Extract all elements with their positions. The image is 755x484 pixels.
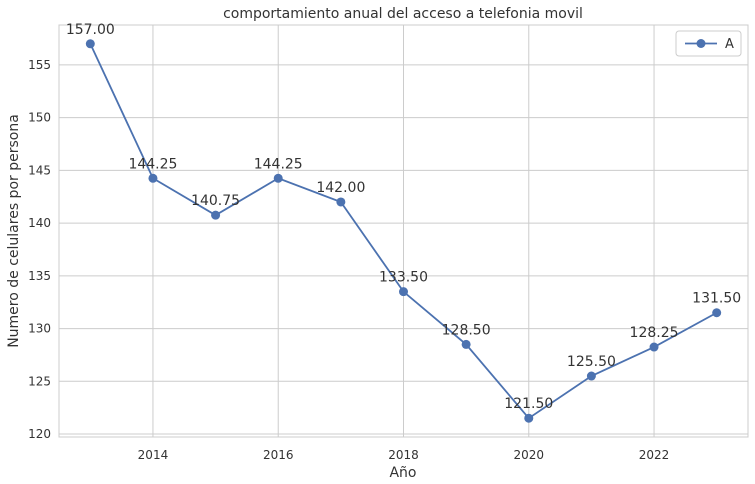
- y-tick-label: 120: [28, 427, 51, 441]
- data-label: 133.50: [379, 270, 428, 286]
- y-tick-label: 135: [28, 269, 51, 283]
- data-label: 142.00: [316, 180, 365, 196]
- data-label: 128.25: [630, 325, 679, 341]
- x-tick-label: 2014: [138, 448, 169, 462]
- x-tick-label: 2022: [639, 448, 670, 462]
- data-label: 121.50: [504, 396, 553, 412]
- data-label: 140.75: [191, 193, 240, 209]
- data-point: [85, 39, 95, 49]
- grid-lines: [59, 25, 748, 437]
- data-label: 157.00: [66, 22, 115, 38]
- data-point: [712, 308, 722, 318]
- x-tick-label: 2016: [263, 448, 294, 462]
- y-tick-labels: 120 125 130 135 140 145 150 155: [28, 58, 51, 441]
- data-point: [461, 339, 471, 349]
- data-label: 131.50: [692, 291, 741, 307]
- data-point: [524, 413, 534, 423]
- data-point: [273, 173, 283, 183]
- data-point: [649, 342, 659, 352]
- y-tick-label: 130: [28, 322, 51, 336]
- data-point: [148, 173, 158, 183]
- data-point: [586, 371, 596, 381]
- y-tick-label: 155: [28, 58, 51, 72]
- legend-entry-a: A: [725, 37, 734, 52]
- data-point: [399, 287, 408, 297]
- data-label: 125.50: [567, 354, 616, 370]
- x-tick-labels: 2014 2016 2018 2020 2022: [138, 448, 670, 462]
- chart-title: comportamiento anual del acceso a telefo…: [223, 6, 583, 22]
- y-axis-label: Numero de celulares por persona: [6, 114, 22, 348]
- data-point: [211, 210, 221, 220]
- y-tick-label: 150: [28, 111, 51, 125]
- series-group: [85, 39, 722, 423]
- data-label: 144.25: [128, 156, 177, 172]
- legend-marker: [696, 39, 706, 48]
- y-tick-label: 145: [28, 163, 51, 177]
- data-labels: 157.00 144.25 140.75 144.25 142.00 133.50 128.…: [66, 22, 741, 412]
- x-tick-label: 2020: [513, 448, 544, 462]
- data-label: 128.50: [442, 322, 491, 338]
- x-axis-label: Año: [389, 465, 416, 481]
- x-tick-label: 2018: [388, 448, 419, 462]
- y-tick-label: 140: [28, 216, 51, 230]
- y-tick-label: 125: [28, 374, 51, 388]
- data-point: [336, 197, 346, 207]
- data-label: 144.25: [254, 156, 303, 172]
- legend: A: [675, 30, 742, 57]
